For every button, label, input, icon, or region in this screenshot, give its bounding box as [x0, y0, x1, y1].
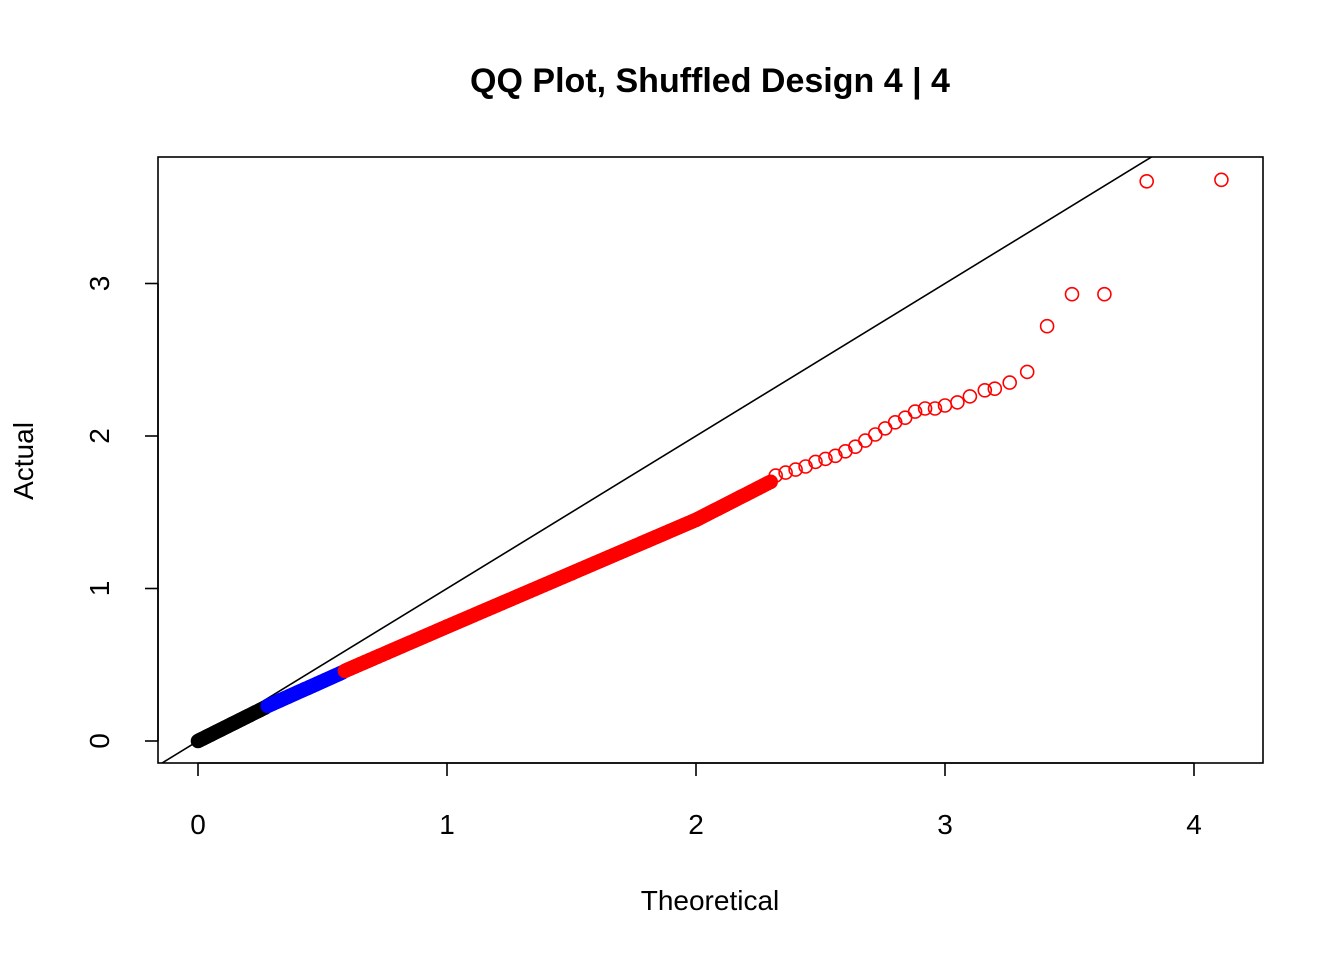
y-tick-label: 3: [84, 276, 115, 292]
y-tick-label: 2: [84, 428, 115, 444]
data-point: [962, 389, 978, 404]
data-point: [917, 401, 933, 416]
reference-line: [160, 157, 1154, 763]
y-axis: 0 1 2 3: [84, 276, 159, 749]
data-point: [977, 382, 993, 398]
data-point: [950, 395, 965, 410]
data-point: [867, 427, 883, 442]
x-axis: 0 1 2 3 4: [190, 762, 1202, 840]
data-point: [1019, 364, 1035, 380]
x-tick-label: 1: [439, 809, 455, 840]
data-point: [808, 454, 823, 470]
y-axis-label: Actual: [8, 422, 39, 500]
data-point: [857, 433, 873, 448]
data-point: [828, 448, 843, 464]
chart-title: QQ Plot, Shuffled Design 4 | 4: [470, 62, 950, 100]
data-point: [778, 465, 793, 480]
x-axis-label: Theoretical: [641, 885, 780, 916]
data-point: [927, 401, 943, 416]
x-tick-label: 4: [1186, 809, 1202, 840]
x-tick-label: 3: [937, 809, 953, 840]
plot-marks: [160, 157, 1229, 763]
data-point: [1039, 318, 1055, 334]
data-point: [1214, 172, 1229, 188]
data-point: [768, 468, 784, 483]
x-tick-label: 0: [190, 809, 206, 840]
y-tick-label: 1: [84, 581, 115, 597]
data-point: [1002, 375, 1018, 390]
plot-frame: [157, 156, 1264, 764]
data-point: [1097, 286, 1112, 302]
data-point: [877, 421, 893, 436]
y-tick-label: 0: [84, 733, 115, 749]
data-point: [907, 404, 923, 419]
data-point: [788, 462, 803, 477]
data-point: [818, 451, 833, 467]
data-point: [1139, 174, 1154, 189]
data-point: [1064, 286, 1080, 302]
x-tick-label: 2: [688, 809, 704, 840]
data-point: [987, 381, 1003, 397]
